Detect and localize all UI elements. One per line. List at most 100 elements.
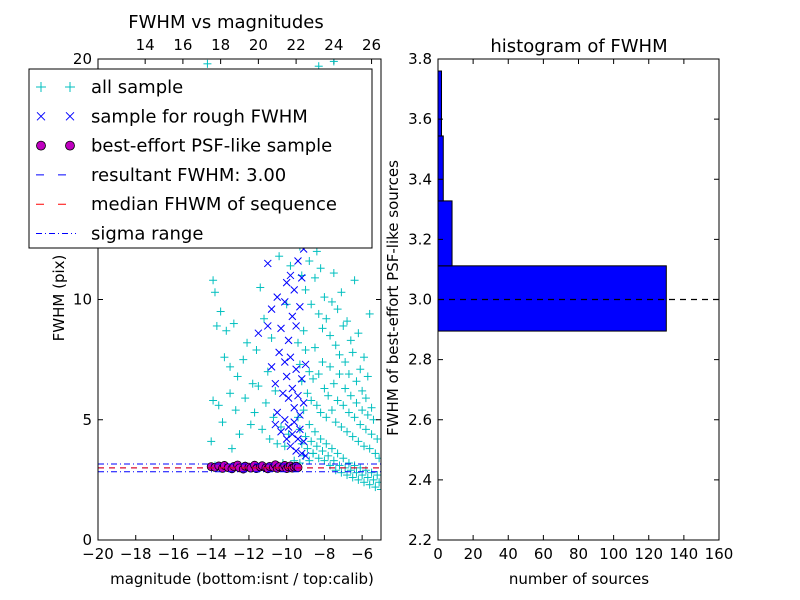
scatter-reference-lines	[98, 463, 381, 473]
histogram-bottom-axis: 0 20 40 60 80 100 120 140 160	[433, 59, 733, 563]
rough-sample-point	[296, 302, 304, 311]
all-sample-point	[209, 276, 218, 285]
all-sample-point	[361, 394, 370, 403]
all-sample-point	[352, 398, 361, 407]
x-tick-label: 0	[433, 545, 443, 563]
all-sample-point	[314, 370, 323, 379]
all-sample-point	[354, 475, 363, 484]
rough-sample-point	[277, 324, 285, 333]
all-sample-point	[233, 372, 242, 381]
all-sample-point	[305, 257, 314, 266]
x-tick-label: −16	[158, 545, 190, 563]
all-sample-point	[343, 471, 352, 480]
all-sample-point	[333, 396, 342, 405]
rough-sample-point	[294, 391, 302, 400]
y-tick-label: 2.2	[408, 531, 432, 549]
all-sample-point	[316, 434, 325, 443]
x-tick-label: −6	[351, 545, 373, 563]
all-sample-point	[329, 59, 338, 66]
all-sample-point	[312, 401, 321, 410]
all-sample-point	[318, 447, 327, 456]
rough-sample-point	[279, 389, 287, 398]
all-sample-point	[348, 473, 357, 482]
all-sample-point	[360, 442, 369, 451]
x-tick-label: 140	[670, 545, 699, 563]
all-sample-point	[309, 449, 318, 458]
x-tick-label: 80	[569, 545, 588, 563]
all-sample-point	[310, 427, 319, 436]
all-sample-point	[333, 449, 342, 458]
all-sample-point	[324, 391, 333, 400]
all-sample-point	[248, 379, 257, 388]
scatter-legend: all sample sample for rough FWHM best-effo…	[28, 68, 373, 249]
all-sample-point	[305, 420, 314, 429]
x-tick-label: −12	[233, 545, 265, 563]
all-sample-point	[263, 367, 272, 376]
all-sample-point	[329, 269, 338, 278]
all-sample-point	[318, 324, 327, 333]
all-sample-point	[369, 475, 378, 484]
x-tick-label: −20	[82, 545, 114, 563]
rough-sample-point	[280, 415, 289, 424]
scatter-xlabel: magnitude (bottom:isnt / top:calib)	[110, 570, 374, 588]
all-sample-point	[320, 293, 329, 302]
all-sample-point	[331, 341, 340, 350]
x-tick-label: 160	[705, 545, 734, 563]
all-sample-point	[344, 370, 353, 379]
all-sample-point	[254, 382, 263, 391]
rough-sample-point	[296, 411, 304, 419]
all-sample-point	[265, 434, 274, 443]
x-tick-label: 40	[499, 545, 518, 563]
top-tick-label: 14	[136, 36, 155, 54]
all-sample-point	[365, 444, 374, 453]
all-sample-point	[309, 374, 318, 383]
rough-sample-point	[263, 259, 272, 268]
all-sample-point	[346, 466, 355, 475]
rough-sample-point	[267, 305, 276, 313]
all-sample-point	[326, 362, 335, 371]
all-sample-point	[267, 333, 276, 342]
all-sample-point	[239, 355, 248, 364]
all-sample-point	[358, 471, 367, 480]
all-sample-point	[365, 309, 374, 318]
rough-sample-point	[288, 312, 297, 321]
all-sample-point	[367, 430, 376, 439]
legend-item: all sample	[36, 77, 183, 98]
all-sample-point	[329, 456, 338, 465]
rough-sample-point	[284, 394, 293, 402]
rough-sample-point	[254, 329, 263, 338]
rough-sample-point	[284, 423, 293, 431]
y-tick-label: 2.8	[408, 351, 432, 369]
scatter-left-axis: 0 5 10 20	[73, 50, 381, 549]
legend-item: median FHWM of sequence	[36, 194, 337, 215]
y-tick-label: 3.8	[408, 50, 432, 68]
all-sample-point	[226, 362, 235, 371]
all-sample-point	[218, 418, 227, 427]
top-tick-label: 16	[173, 36, 192, 54]
rough-sample-point	[263, 322, 272, 330]
all-sample-point	[293, 338, 302, 347]
all-sample-point	[339, 401, 348, 410]
histogram-bar	[437, 265, 667, 332]
all-sample-point	[331, 418, 340, 427]
all-sample-point	[286, 261, 295, 270]
rough-sample-point	[290, 286, 299, 294]
scatter-title: FWHM vs magnitudes	[128, 12, 323, 33]
all-sample-point	[375, 478, 381, 487]
legend-label: median FHWM of sequence	[91, 194, 337, 215]
rough-sample-point	[282, 435, 291, 443]
all-sample-point	[329, 379, 338, 388]
histogram-left-axis: 2.2 2.4 2.6 2.8 3.0 3.2 3.4 3.6 3.8	[408, 50, 719, 549]
all-sample-point	[250, 408, 259, 417]
rough-sample-point	[301, 360, 310, 369]
x-tick-label: −14	[195, 545, 227, 563]
all-sample-point	[212, 321, 221, 330]
all-sample-point	[327, 444, 336, 453]
all-sample-point	[360, 353, 369, 362]
all-sample-point	[367, 468, 376, 477]
all-sample-point	[307, 396, 316, 405]
all-sample-point	[299, 406, 308, 415]
all-sample-point	[316, 264, 325, 273]
rough-sample-point	[297, 449, 306, 458]
all-sample-point	[350, 413, 359, 422]
